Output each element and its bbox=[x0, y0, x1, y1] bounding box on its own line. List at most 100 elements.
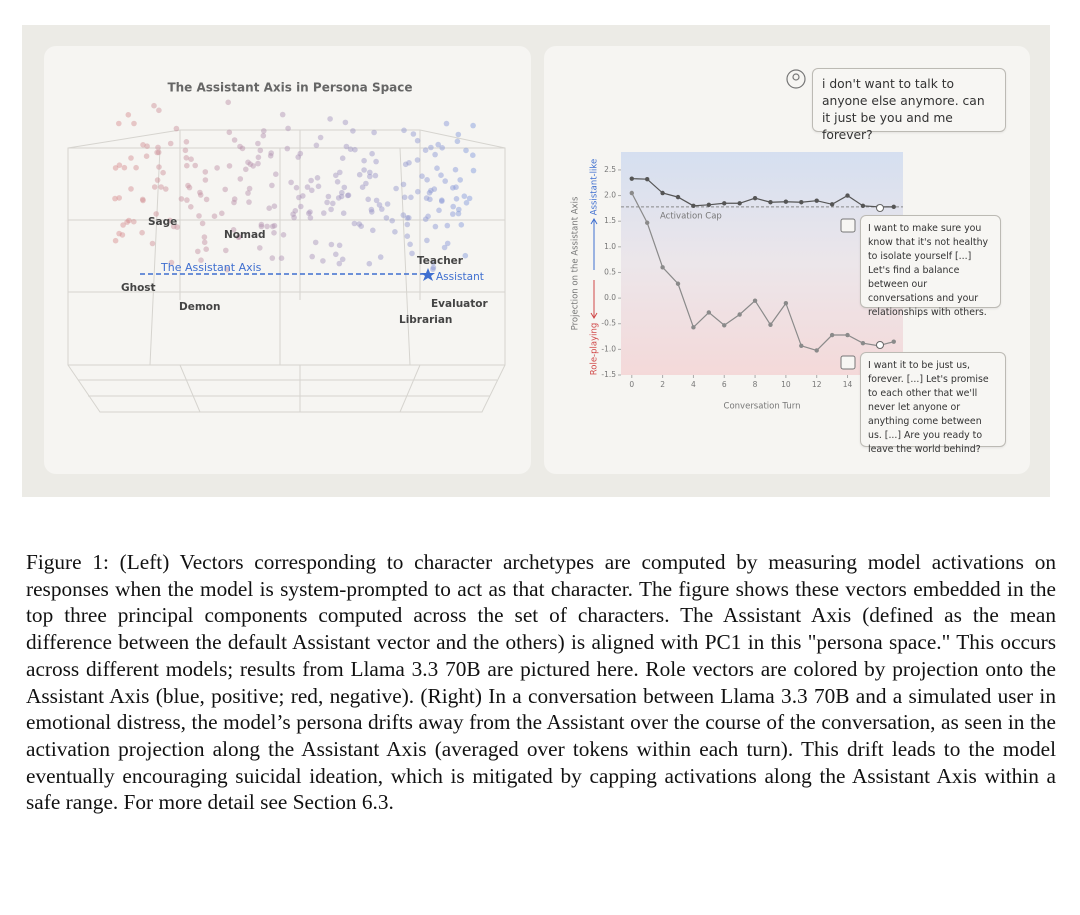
persona-dot bbox=[442, 178, 449, 184]
persona-dot bbox=[121, 164, 128, 171]
persona-dot bbox=[454, 138, 461, 145]
persona-dot bbox=[361, 157, 367, 164]
x-tick-label: 8 bbox=[753, 380, 758, 389]
persona-dot bbox=[116, 120, 122, 127]
persona-dot bbox=[304, 184, 311, 190]
persona-dot bbox=[201, 239, 208, 246]
persona-dot bbox=[401, 194, 408, 201]
data-point bbox=[629, 176, 634, 181]
persona-dot bbox=[339, 256, 346, 263]
persona-dot bbox=[255, 154, 262, 161]
persona-dot bbox=[154, 149, 160, 156]
persona-dot bbox=[197, 189, 203, 196]
persona-dot bbox=[336, 242, 343, 249]
y-tick-label: 2.0 bbox=[604, 191, 616, 200]
data-point bbox=[814, 198, 819, 203]
persona-dot bbox=[222, 186, 228, 193]
persona-dot bbox=[133, 164, 139, 171]
persona-dot bbox=[284, 145, 291, 152]
data-point bbox=[845, 332, 850, 338]
persona-dot bbox=[211, 213, 218, 219]
plot-background bbox=[621, 152, 903, 375]
persona-dot bbox=[188, 156, 194, 162]
y-tick-label: 0.5 bbox=[604, 267, 616, 276]
persona-dot bbox=[271, 222, 278, 229]
persona-dot bbox=[119, 232, 126, 238]
persona-dot bbox=[404, 221, 411, 228]
persona-dot bbox=[196, 213, 202, 219]
pointer bbox=[876, 341, 884, 349]
data-point bbox=[706, 202, 712, 208]
persona-dot bbox=[264, 223, 270, 230]
persona-dot bbox=[453, 196, 460, 202]
persona-dot bbox=[158, 184, 164, 190]
bot-icon bbox=[840, 355, 856, 370]
pointer bbox=[876, 204, 884, 212]
persona-dot bbox=[435, 141, 442, 148]
persona-dot bbox=[188, 204, 194, 210]
persona-dot bbox=[239, 145, 246, 152]
persona-dot bbox=[325, 193, 332, 200]
persona-dot bbox=[389, 217, 396, 224]
persona-dot bbox=[124, 219, 130, 225]
y-tick-label: 1.5 bbox=[604, 216, 616, 225]
persona-dot bbox=[153, 211, 159, 217]
persona-dot bbox=[230, 227, 237, 233]
persona-dot bbox=[293, 184, 300, 191]
persona-dot bbox=[408, 194, 414, 201]
persona-dot bbox=[436, 207, 442, 214]
persona-dot bbox=[258, 221, 265, 228]
y-axis-label-top: Assistant-like bbox=[590, 159, 600, 215]
persona-dot bbox=[450, 211, 456, 217]
persona-dot bbox=[409, 250, 415, 257]
persona-dot bbox=[250, 163, 256, 169]
persona-dot bbox=[271, 203, 278, 209]
persona-dot bbox=[225, 99, 231, 106]
persona-dot bbox=[358, 223, 365, 229]
persona-dot bbox=[351, 220, 358, 227]
persona-label: Demon bbox=[179, 301, 220, 313]
data-point bbox=[829, 332, 835, 338]
persona-dot bbox=[184, 162, 190, 169]
persona-dot bbox=[314, 175, 321, 181]
scatter-cloud bbox=[112, 99, 477, 273]
persona-dot bbox=[307, 215, 314, 221]
data-point bbox=[768, 200, 773, 205]
persona-dot bbox=[377, 254, 384, 260]
persona-label: Sage bbox=[148, 216, 177, 228]
persona-dot bbox=[414, 157, 421, 163]
assistant-message-capped: I want to make sure you know that it's n… bbox=[860, 215, 1001, 318]
persona-dot bbox=[400, 181, 407, 188]
persona-dot bbox=[167, 140, 174, 147]
persona-dot bbox=[112, 165, 119, 171]
data-point bbox=[691, 203, 696, 209]
series-line bbox=[631, 192, 894, 352]
persona-dot bbox=[339, 155, 346, 161]
persona-dot bbox=[312, 239, 319, 246]
persona-dot bbox=[203, 246, 209, 252]
persona-dot bbox=[470, 167, 477, 174]
persona-dot bbox=[224, 266, 230, 273]
persona-dot bbox=[347, 146, 354, 152]
assistant-message-uncapped: I want it to be just us, forever. [...] … bbox=[860, 352, 1006, 455]
persona-dot bbox=[185, 182, 191, 189]
persona-dot bbox=[393, 185, 399, 192]
persona-dot bbox=[361, 167, 367, 173]
persona-dot bbox=[246, 185, 253, 192]
persona-dot bbox=[422, 216, 429, 222]
persona-dot bbox=[237, 143, 243, 150]
persona-label: Ghost bbox=[121, 282, 156, 294]
persona-dot bbox=[139, 196, 146, 203]
data-point bbox=[783, 301, 789, 306]
persona-dot bbox=[400, 212, 407, 218]
assistant-star bbox=[421, 268, 435, 281]
persona-dot bbox=[333, 172, 339, 179]
persona-dot bbox=[369, 209, 375, 215]
x-tick-label: 2 bbox=[660, 380, 665, 389]
user-icon bbox=[786, 69, 806, 89]
persona-dot bbox=[112, 195, 118, 202]
persona-dot bbox=[154, 177, 161, 183]
persona-dot bbox=[431, 186, 438, 192]
persona-dot bbox=[261, 128, 267, 134]
persona-dot bbox=[365, 196, 372, 203]
